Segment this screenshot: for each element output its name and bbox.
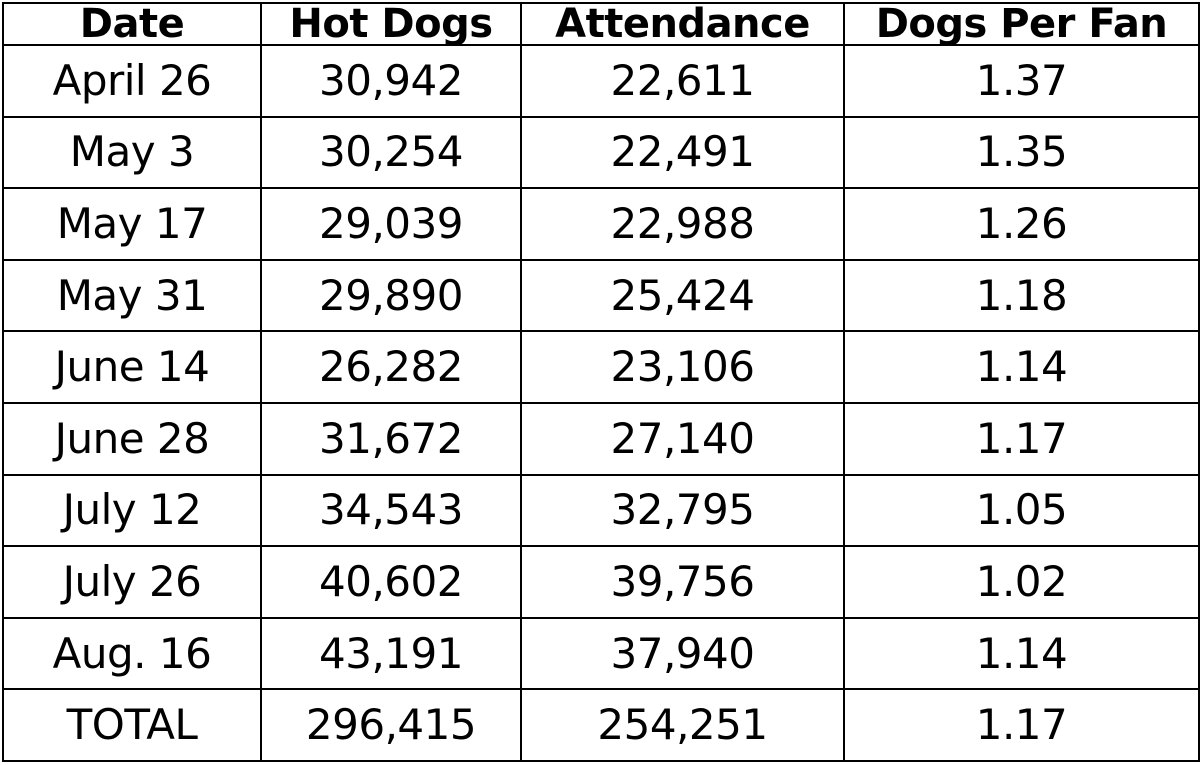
cell-hot-dogs: 31,672 [260,401,522,476]
cell-dogs-per-fan: 1.26 [843,187,1200,261]
header-row: Date Hot Dogs Attendance Dogs Per Fan [2,2,1200,46]
cell-dogs-per-fan: 1.02 [843,545,1200,619]
cell-total-dogs-per-fan: 1.17 [843,688,1200,762]
cell-date: April 26 [2,44,262,118]
cell-date: May 31 [2,258,262,333]
table-row: June 14 26,282 23,106 1.14 [2,330,1200,404]
cell-dogs-per-fan: 1.18 [843,258,1200,333]
header-date: Date [2,2,262,46]
cell-attendance: 23,106 [520,330,845,404]
cell-attendance: 27,140 [520,401,845,476]
cell-dogs-per-fan: 1.14 [843,616,1200,691]
cell-hot-dogs: 29,039 [260,187,522,261]
table-row: June 28 31,672 27,140 1.17 [2,401,1200,476]
cell-attendance: 22,988 [520,187,845,261]
table-row: July 26 40,602 39,756 1.02 [2,545,1200,619]
cell-date: Aug. 16 [2,616,262,691]
cell-hot-dogs: 30,942 [260,44,522,118]
cell-attendance: 39,756 [520,545,845,619]
cell-hot-dogs: 40,602 [260,545,522,619]
cell-attendance: 22,611 [520,44,845,118]
cell-hot-dogs: 43,191 [260,616,522,691]
cell-hot-dogs: 34,543 [260,473,522,548]
cell-date: May 3 [2,115,262,190]
header-dogs-per-fan: Dogs Per Fan [843,2,1200,46]
cell-attendance: 32,795 [520,473,845,548]
cell-dogs-per-fan: 1.05 [843,473,1200,548]
header-attendance: Attendance [520,2,845,46]
cell-hot-dogs: 26,282 [260,330,522,404]
cell-dogs-per-fan: 1.14 [843,330,1200,404]
cell-date: June 14 [2,330,262,404]
table-row: April 26 30,942 22,611 1.37 [2,44,1200,118]
cell-date: May 17 [2,187,262,261]
cell-hot-dogs: 30,254 [260,115,522,190]
cell-date: July 12 [2,473,262,548]
table-row: May 3 30,254 22,491 1.35 [2,115,1200,190]
cell-hot-dogs: 29,890 [260,258,522,333]
cell-total-hot-dogs: 296,415 [260,688,522,762]
total-row: TOTAL 296,415 254,251 1.17 [2,688,1200,762]
cell-attendance: 37,940 [520,616,845,691]
table-row: July 12 34,543 32,795 1.05 [2,473,1200,548]
cell-dogs-per-fan: 1.35 [843,115,1200,190]
table-row: May 31 29,890 25,424 1.18 [2,258,1200,333]
table-row: Aug. 16 43,191 37,940 1.14 [2,616,1200,691]
table-row: May 17 29,039 22,988 1.26 [2,187,1200,261]
cell-total-label: TOTAL [2,688,262,762]
cell-attendance: 22,491 [520,115,845,190]
cell-date: July 26 [2,545,262,619]
cell-total-attendance: 254,251 [520,688,845,762]
cell-dogs-per-fan: 1.37 [843,44,1200,118]
cell-date: June 28 [2,401,262,476]
header-hot-dogs: Hot Dogs [260,2,522,46]
cell-dogs-per-fan: 1.17 [843,401,1200,476]
cell-attendance: 25,424 [520,258,845,333]
